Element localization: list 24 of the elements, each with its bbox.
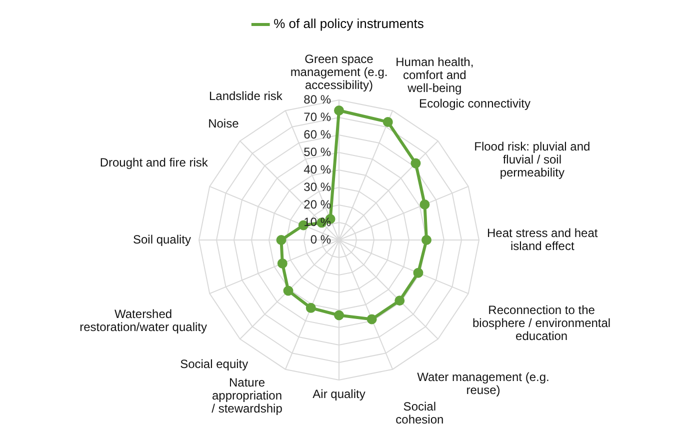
y-tick-label: 80 % <box>304 92 332 106</box>
y-tick-label: 30 % <box>304 180 332 194</box>
spoke-label: Human health, comfort and well-being <box>396 55 474 96</box>
spoke-label: Landslide risk <box>208 89 284 104</box>
y-tick-label: 40 % <box>304 162 332 176</box>
y-tick-label: 60 % <box>304 127 332 142</box>
spoke-label: Air quality <box>312 386 366 401</box>
spoke-label: Watershed restoration/water quality <box>80 306 208 334</box>
spoke-label: Water management (e.g. reuse) <box>417 370 550 398</box>
spoke-label: Green space management (e.g. accessibility) <box>290 52 388 92</box>
spoke-label: Nature appropriation / stewardship <box>212 376 283 416</box>
spoke-label: Drought and fire risk <box>100 156 209 170</box>
spoke-label: Heat stress and heat island effect <box>487 226 598 253</box>
spoke-label: Social cohesion <box>396 400 444 427</box>
legend-label: % of all policy instruments <box>274 16 424 32</box>
y-tick-label: 0 % <box>310 232 332 246</box>
spoke-label: Reconnection to the biosphere / environmental education <box>472 303 611 344</box>
spoke-label: Flood risk: pluvial and fluvial / soil permeability <box>474 139 590 180</box>
spoke-label: Noise <box>208 116 240 131</box>
spoke-label: Social equity <box>180 357 248 372</box>
spoke-label: Soil quality <box>132 232 191 246</box>
y-tick-label: 50 % <box>304 144 332 159</box>
y-tick-label: 70 % <box>304 110 332 124</box>
spoke-label: Ecologic connectivity <box>419 96 530 111</box>
